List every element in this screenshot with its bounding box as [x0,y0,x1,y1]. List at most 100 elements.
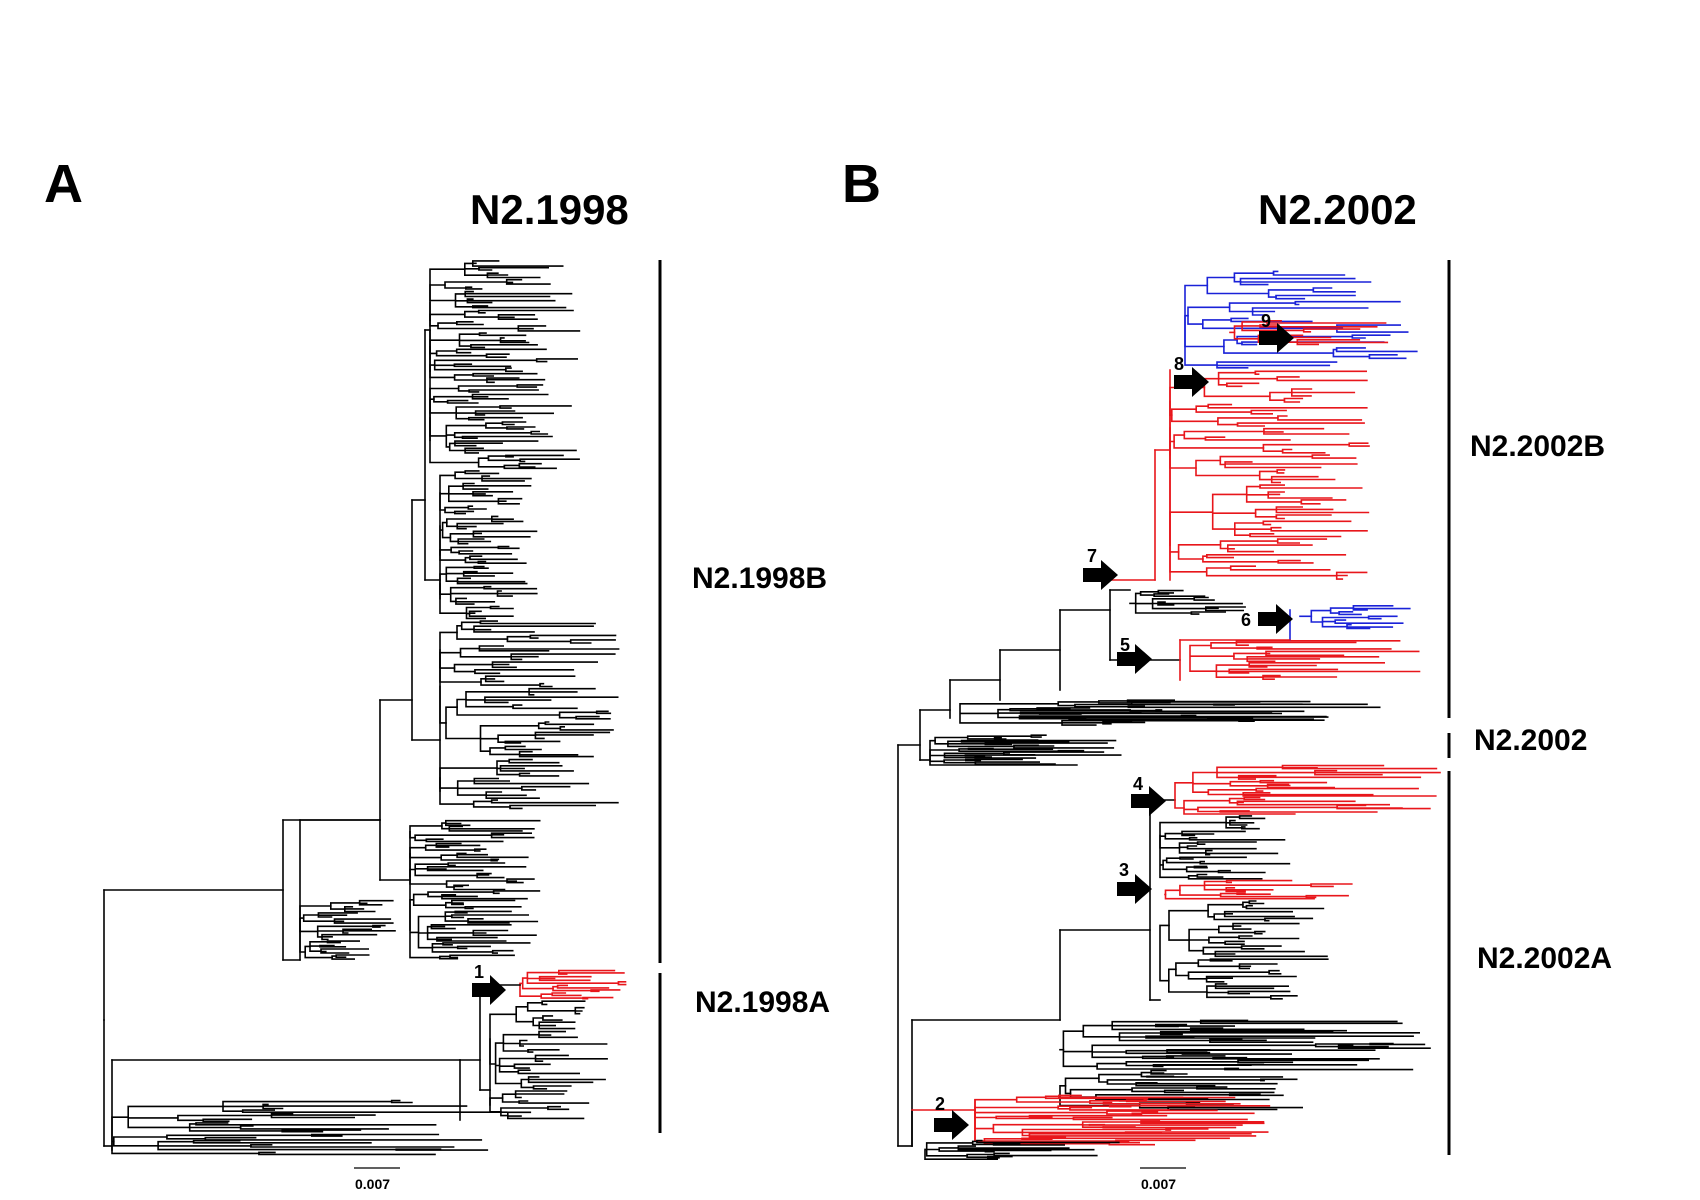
scale-bar-a: 0.007 [354,1167,400,1192]
tree-branch [1272,270,1346,276]
tree-branch [472,530,538,538]
tree-branch [1036,707,1131,711]
tree-branch [1163,1089,1275,1094]
tree-branch [1275,506,1370,514]
tree-branch [195,1122,437,1126]
tree-branch [281,1129,362,1133]
tree-branch [984,1149,1052,1153]
tree-branch [470,344,538,349]
tree-branch [491,949,514,954]
tree-branch [519,458,580,463]
tree-branch [414,863,478,877]
arrow-number-8: 8 [1174,354,1184,374]
tree-branch [1213,703,1303,706]
tree-branch [202,1118,253,1123]
panel-a-letter: A [44,154,83,214]
tree-branch [993,1152,1098,1157]
tree-branch [1300,499,1347,505]
arrow-marker-6: 6 [1241,604,1293,634]
arrow-right-icon [1174,367,1209,397]
tree-branch [1217,869,1266,874]
tree-branch [299,917,306,953]
tree-branch [1238,719,1325,722]
tree-branch [1214,950,1328,958]
tree-branch [1265,650,1420,657]
tree-branch [458,550,513,555]
tree-branch [333,918,394,924]
tree-branch [439,649,447,724]
clade-label-n2-2002b: N2.2002B [1470,430,1605,463]
tree-branch [241,1109,508,1113]
tree-branch [431,943,494,953]
tree-branch [505,367,523,373]
tree-branch [1294,300,1401,306]
tree-branch [468,416,523,421]
tree-branch [417,915,447,949]
tree-branch [514,1090,568,1099]
tree-branch [409,899,441,959]
tree-branch [477,560,527,564]
tree-branch [1178,842,1207,854]
tree-branch [1335,347,1418,353]
panel-b-title: N2.2002 [1258,186,1417,233]
tree-branch [1188,837,1286,841]
tree-branch [1209,958,1329,962]
tree-branch [372,924,386,928]
tree-branch [943,752,1005,759]
tree-branch [967,747,1054,750]
tree-branch [1206,276,1270,295]
tree-branch [1248,900,1265,905]
arrow-number-2: 2 [935,1094,945,1114]
tree-branch [435,842,481,848]
tree-branch [446,399,479,404]
tree-branch [1183,799,1296,815]
tree-branch [1255,787,1419,792]
tree-branch [518,1100,590,1104]
tree-branch [1241,321,1305,332]
tree-branch [448,442,466,452]
tree-branch [1196,841,1257,845]
tree-branch [1190,611,1226,615]
tree-branch [535,358,578,363]
tree-branch [501,421,527,426]
arrow-marker-9: 9 [1259,311,1294,353]
tree-branch [465,286,483,290]
tree-branch [442,942,531,946]
tree-branch [1197,806,1338,813]
tree-branch [1166,1049,1376,1053]
tree-branch [1124,1131,1269,1134]
scale-bar-label: 0.007 [355,1176,390,1192]
tree-branch [439,474,456,511]
tree-branch [497,545,520,550]
tree-branch [454,910,512,914]
tree-branch [541,1000,586,1006]
tree-branch [1310,609,1332,623]
tree-branch [1189,1027,1347,1032]
tree-branch [464,447,577,454]
tree-branch [459,647,512,658]
tree-branch [1336,804,1431,810]
tree-branch [1243,796,1266,801]
tree-branch [481,475,532,482]
tree-branch [321,933,378,941]
tree-branch [492,890,541,895]
panel-b-letter: B [842,154,881,214]
tree-branch [479,620,596,625]
tree-branch [317,912,358,918]
arrow-number-5: 5 [1120,635,1130,655]
tree-branch [1061,719,1240,726]
tree-branch [521,785,571,791]
tree-branch [497,314,538,320]
tree-branch [1367,615,1398,620]
tree-branch [474,848,487,852]
tree-branch [1169,386,1206,416]
tree-branch [518,462,542,468]
tree-branch [1181,830,1246,837]
tree-branch [473,565,489,569]
arrow-marker-7: 7 [1083,546,1118,590]
tree-branch [987,1155,1013,1159]
tree-branch [957,1145,1095,1151]
tree-branch [335,954,370,958]
tree-branch [1310,883,1353,888]
tree-branch [590,989,621,993]
